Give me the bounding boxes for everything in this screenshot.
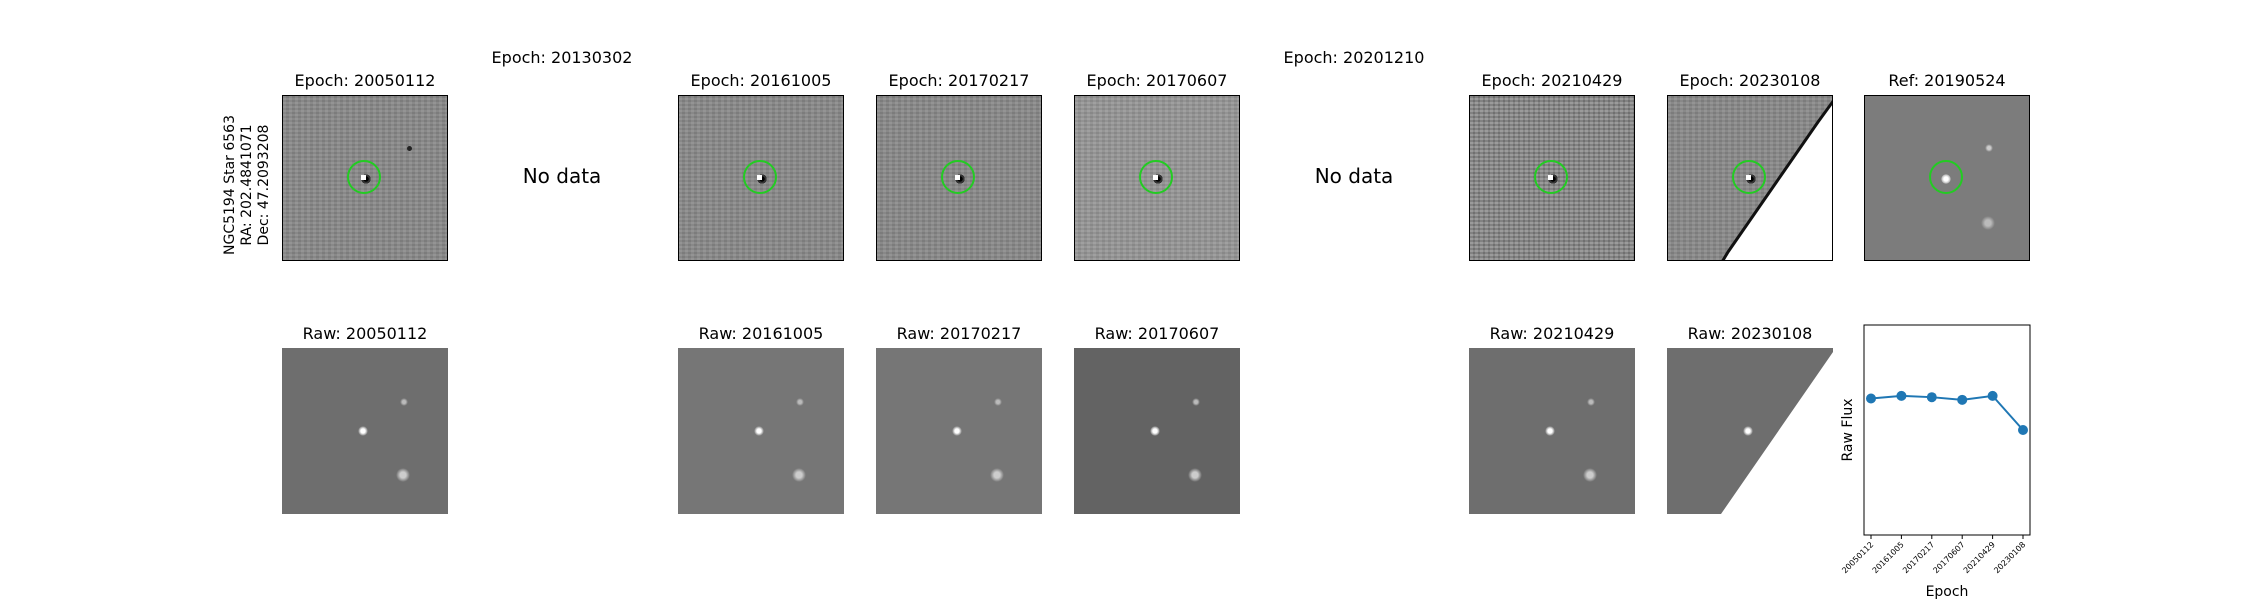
title-raw-4: Raw: 20170217 [896, 324, 1022, 343]
field-star [1583, 468, 1597, 482]
object-label: NGC5194 Star 6563 RA: 202.4841071 Dec: 4… [222, 110, 273, 260]
raw-image-8 [1667, 348, 1833, 514]
title-raw-7: Raw: 20210429 [1489, 324, 1615, 343]
y-axis-label: Raw Flux [1840, 399, 1856, 462]
title-raw-5: Raw: 20170607 [1094, 324, 1220, 343]
object-dec: Dec: 47.2093208 [256, 124, 272, 246]
data-point [1957, 394, 1968, 405]
raw-image-4 [876, 348, 1042, 514]
target-circle [941, 160, 975, 194]
field-star [396, 468, 410, 482]
x-tick-label: 20230108 [1992, 540, 2027, 575]
title-epoch-6: Epoch: 20201210 [1283, 48, 1425, 67]
raw-image-1 [282, 348, 448, 514]
field-star [796, 398, 804, 406]
ref-image [1864, 95, 2030, 261]
diff-image-8 [1667, 95, 1833, 261]
x-tick-label: 20170607 [1931, 540, 1966, 575]
x-axis-label: Epoch [1926, 584, 1969, 600]
target-star [1545, 426, 1555, 436]
data-point [1987, 390, 1998, 401]
target-circle [1534, 160, 1568, 194]
object-name: NGC5194 Star 6563 [222, 115, 238, 255]
field-star [1985, 144, 1993, 152]
target-star [754, 426, 764, 436]
diff-image-7 [1469, 95, 1635, 261]
field-star [990, 468, 1004, 482]
no-data-epoch-2: No data [522, 164, 602, 188]
diff-image-5 [1074, 95, 1240, 261]
data-point [2018, 425, 2028, 435]
no-data-epoch-6: No data [1314, 164, 1394, 188]
artifact [407, 146, 412, 151]
field-star [1981, 216, 1995, 230]
raw-image-7 [1469, 348, 1635, 514]
target-circle [347, 160, 381, 194]
title-raw-3: Raw: 20161005 [698, 324, 824, 343]
field-star [994, 398, 1002, 406]
no-coverage-mask [1721, 348, 1833, 514]
field-star [400, 398, 408, 406]
x-tick-label: 20170217 [1901, 540, 1936, 575]
title-ref: Ref: 20190524 [1888, 71, 2006, 90]
title-raw-8: Raw: 20230108 [1687, 324, 1813, 343]
data-point [1866, 393, 1876, 404]
field-star [1587, 398, 1595, 406]
title-epoch-8: Epoch: 20230108 [1679, 71, 1821, 90]
data-point [1926, 392, 1937, 403]
title-epoch-1: Epoch: 20050112 [294, 71, 436, 90]
target-circle [1732, 160, 1766, 194]
title-raw-1: Raw: 20050112 [302, 324, 428, 343]
diff-image-1 [282, 95, 448, 261]
field-star [792, 468, 806, 482]
target-star [1743, 426, 1753, 436]
x-tick-label: 20050112 [1840, 540, 1875, 575]
title-epoch-2: Epoch: 20130302 [491, 48, 633, 67]
title-epoch-4: Epoch: 20170217 [888, 71, 1030, 90]
diff-image-4 [876, 95, 1042, 261]
target-circle [1929, 160, 1963, 194]
no-coverage-mask [1721, 100, 1832, 260]
title-epoch-7: Epoch: 20210429 [1481, 71, 1623, 90]
plot-frame [1863, 324, 2031, 536]
target-star [952, 426, 962, 436]
diff-image-3 [678, 95, 844, 261]
raw-image-3 [678, 348, 844, 514]
series-line [1870, 394, 2024, 431]
object-ra: RA: 202.4841071 [239, 124, 255, 246]
title-epoch-5: Epoch: 20170607 [1086, 71, 1228, 90]
field-star [1192, 398, 1200, 406]
title-epoch-3: Epoch: 20161005 [690, 71, 832, 90]
raw-image-5 [1074, 348, 1240, 514]
x-tick-label: 20161005 [1871, 540, 1906, 575]
field-star [1188, 468, 1202, 482]
target-star [358, 426, 368, 436]
target-circle [743, 160, 777, 194]
x-tick-label: 20210429 [1962, 540, 1997, 575]
target-circle [1139, 160, 1173, 194]
target-star [1150, 426, 1160, 436]
data-point [1896, 390, 1907, 401]
